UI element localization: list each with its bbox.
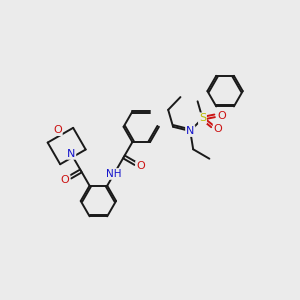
- Text: O: O: [61, 175, 70, 185]
- Text: N: N: [186, 126, 194, 136]
- Text: NH: NH: [106, 169, 122, 179]
- Text: S: S: [199, 113, 206, 123]
- Text: O: O: [214, 124, 222, 134]
- Text: N: N: [67, 149, 75, 159]
- Text: O: O: [53, 125, 62, 135]
- Text: O: O: [217, 111, 226, 121]
- Text: O: O: [136, 161, 145, 171]
